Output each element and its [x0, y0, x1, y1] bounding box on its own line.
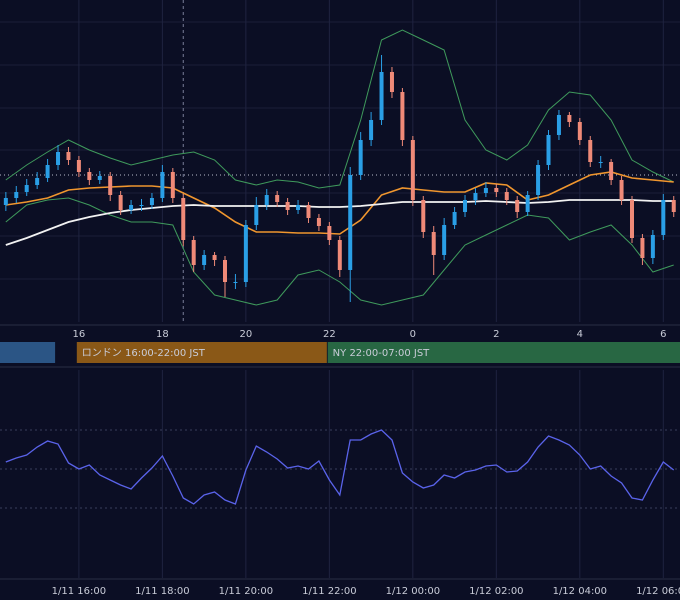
candle-body	[546, 135, 551, 165]
session-label: NY 22:00-07:00 JST	[333, 348, 430, 359]
x-tick-label: 1/12 00:00	[386, 586, 440, 597]
candle-body	[160, 172, 165, 198]
candle-body	[588, 140, 593, 162]
candle-body	[129, 205, 134, 210]
candle-body	[494, 188, 499, 192]
oscillator-line	[5, 429, 675, 505]
x-tick-label: 1/12 02:00	[469, 586, 523, 597]
candle-body	[337, 240, 342, 270]
candle-body	[264, 195, 269, 205]
candle-body	[525, 195, 530, 212]
x-tick-label: 1/11 22:00	[302, 586, 356, 597]
candle-body	[3, 198, 8, 205]
candle-body	[556, 115, 561, 135]
candle-body	[306, 205, 311, 218]
candle-body	[400, 92, 405, 140]
x-tick-label: 2	[493, 329, 499, 340]
x-tick-label: 0	[410, 329, 416, 340]
candle-body	[609, 162, 614, 180]
x-tick-label: 20	[240, 329, 253, 340]
x-tick-label: 4	[577, 329, 583, 340]
candle-body	[233, 282, 238, 283]
candle-body	[149, 198, 154, 205]
candle-body	[619, 180, 624, 200]
candle-body	[379, 72, 384, 120]
x-tick-label: 1/11 20:00	[219, 586, 273, 597]
candle-body	[14, 192, 19, 198]
session-label: ロンドン 16:00-22:00 JST	[82, 348, 206, 359]
candle-body	[567, 115, 572, 122]
candle-body	[661, 200, 666, 235]
session-bar	[0, 342, 56, 363]
candle-body	[170, 172, 175, 198]
candle-body	[504, 192, 509, 200]
candle-body	[285, 202, 290, 210]
candle-body	[473, 193, 478, 200]
candle-body	[118, 195, 123, 210]
candle-body	[452, 212, 457, 225]
candle-body	[369, 120, 374, 140]
candle-body	[671, 200, 676, 212]
overlay-line	[5, 199, 674, 246]
candle-body	[431, 232, 436, 255]
candle-body	[202, 255, 207, 265]
candle-body	[254, 205, 259, 225]
x-tick-label: 22	[323, 329, 336, 340]
x-tick-label: 18	[156, 329, 169, 340]
x-tick-label: 1/12 04:00	[553, 586, 607, 597]
candle-body	[35, 178, 40, 185]
candle-body	[45, 165, 50, 178]
candle-body	[410, 140, 415, 200]
x-tick-label: 1/12 06:00	[636, 586, 680, 597]
candle-body	[316, 218, 321, 226]
candle-body	[442, 225, 447, 255]
candle-body	[222, 260, 227, 282]
candle-body	[66, 152, 71, 160]
x-tick-label: 16	[73, 329, 86, 340]
x-tick-label: 6	[660, 329, 666, 340]
x-tick-label: 1/11 16:00	[52, 586, 106, 597]
candle-body	[629, 200, 634, 238]
session-bar	[327, 342, 680, 363]
candle-body	[191, 240, 196, 265]
candle-body	[327, 226, 332, 240]
candle-body	[577, 122, 582, 140]
overlay-line	[5, 197, 674, 306]
candle-body	[24, 185, 29, 192]
candle-body	[650, 235, 655, 258]
candle-body	[536, 165, 541, 195]
candle-body	[515, 200, 520, 212]
candle-body	[640, 238, 645, 258]
candle-body	[212, 255, 217, 260]
candle-body	[421, 200, 426, 232]
candle-body	[97, 176, 102, 180]
candle-body	[108, 176, 113, 195]
candle-body	[598, 162, 603, 163]
x-tick-label: 1/11 18:00	[135, 586, 189, 597]
candle-body	[389, 72, 394, 92]
overlay-line	[5, 29, 674, 189]
candle-body	[87, 172, 92, 180]
candle-body	[275, 195, 280, 202]
session-bar	[76, 342, 327, 363]
candle-body	[483, 188, 488, 193]
overlay-line	[5, 171, 674, 235]
candle-body	[348, 175, 353, 270]
candle-body	[296, 205, 301, 210]
candle-body	[76, 160, 81, 172]
candle-body	[243, 225, 248, 282]
candle-body	[463, 200, 468, 212]
candle-body	[358, 140, 363, 175]
candle-body	[181, 198, 186, 240]
candle-body	[139, 205, 144, 206]
candle-body	[56, 152, 61, 165]
